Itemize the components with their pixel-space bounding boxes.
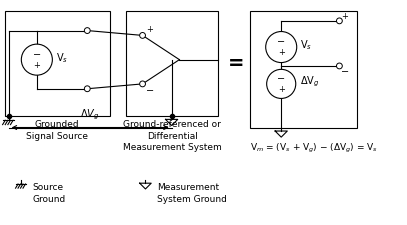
Text: $\Delta$V$_g$: $\Delta$V$_g$ [300, 75, 319, 89]
Circle shape [140, 81, 145, 87]
Circle shape [337, 63, 342, 69]
Circle shape [84, 86, 90, 92]
Text: Grounded
Signal Source: Grounded Signal Source [26, 120, 88, 141]
Circle shape [140, 32, 145, 38]
Circle shape [337, 18, 342, 24]
Text: +: + [341, 11, 348, 20]
Bar [5, 11, 109, 116]
Text: V$_s$: V$_s$ [56, 51, 68, 65]
Text: Ground-referenced or
Differential
Measurement System: Ground-referenced or Differential Measur… [123, 120, 221, 152]
Circle shape [267, 69, 296, 99]
Text: =: = [228, 54, 244, 73]
Text: +: + [33, 61, 40, 70]
Text: Measurement
System Ground: Measurement System Ground [157, 183, 227, 204]
Text: −: − [33, 50, 41, 60]
Text: V$_s$: V$_s$ [300, 38, 312, 52]
Text: −: − [147, 86, 155, 96]
Circle shape [266, 32, 297, 63]
Text: −: − [341, 67, 350, 77]
Circle shape [84, 28, 90, 34]
Text: +: + [147, 25, 153, 34]
Text: −: − [277, 74, 285, 84]
Circle shape [21, 44, 53, 75]
Text: +: + [278, 85, 284, 94]
Bar [126, 11, 218, 116]
Text: +: + [278, 48, 284, 57]
Text: Source
Ground: Source Ground [32, 183, 65, 204]
Bar [250, 11, 357, 128]
Text: V$_m$ = (V$_s$ + V$_g$) $-$ ($\Delta$V$_g$) = V$_s$: V$_m$ = (V$_s$ + V$_g$) $-$ ($\Delta$V$_… [250, 142, 378, 155]
Text: $\Delta$V$_g$: $\Delta$V$_g$ [81, 107, 100, 122]
Text: −: − [277, 37, 285, 47]
